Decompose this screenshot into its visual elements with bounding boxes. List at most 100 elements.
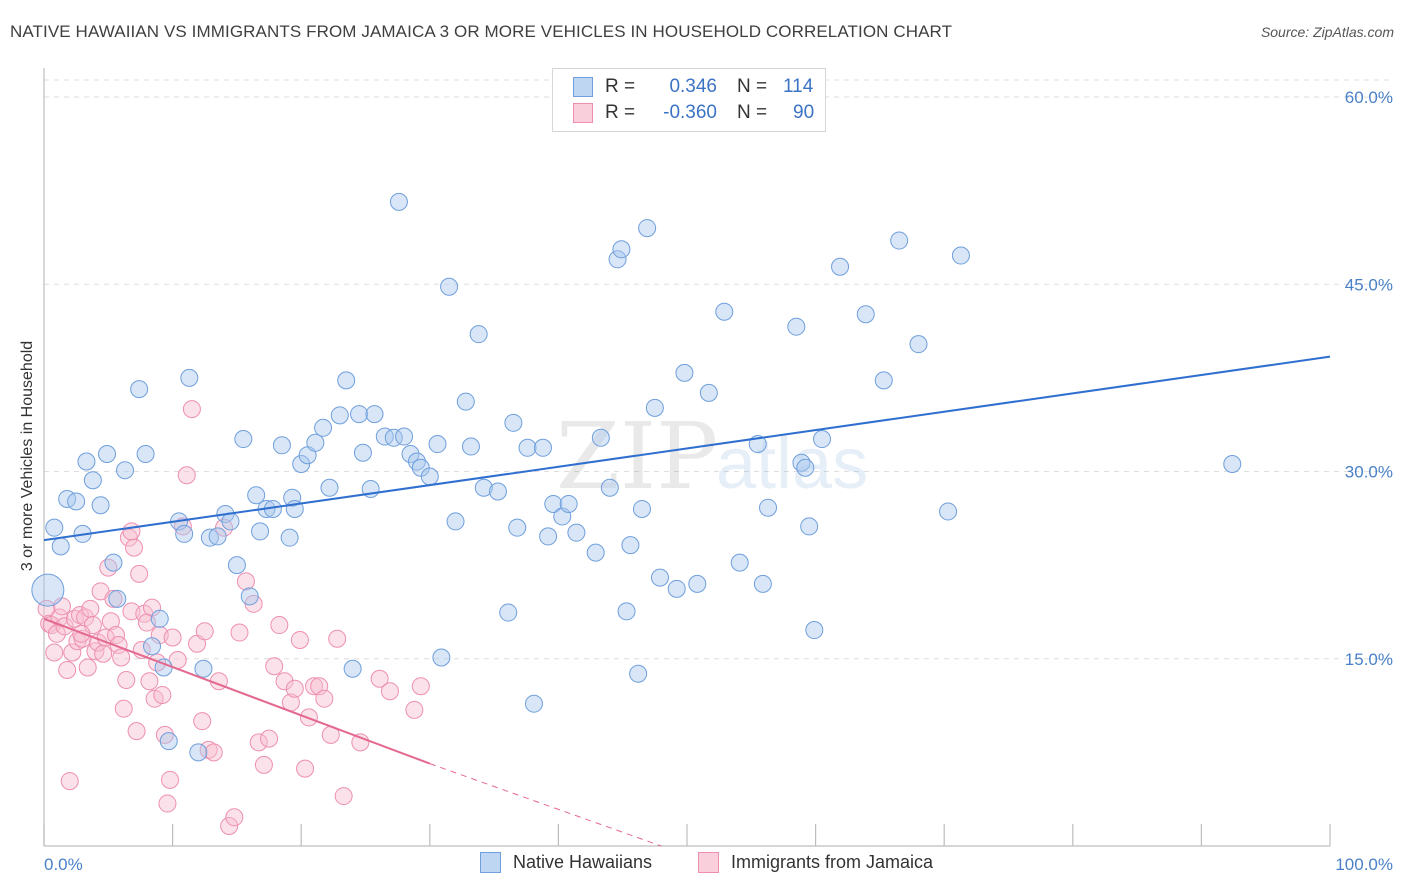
data-point-native-hawaiian <box>283 488 302 507</box>
data-point-jamaica <box>71 606 90 625</box>
data-point-native-hawaiian <box>617 602 636 621</box>
data-point-native-hawaiian <box>600 478 619 497</box>
data-point-native-hawaiian <box>428 435 447 454</box>
data-point-jamaica <box>328 629 347 648</box>
data-point-jamaica <box>60 772 79 791</box>
data-point-native-hawaiian <box>621 536 640 555</box>
swatch-blue <box>573 77 593 97</box>
legend-swatch-pink <box>698 852 719 873</box>
data-point-native-hawaiian <box>353 443 372 462</box>
axes <box>43 68 1331 847</box>
data-point-native-hawaiian <box>688 574 707 593</box>
trend-line-native-hawaiians <box>43 355 1331 542</box>
data-point-jamaica <box>254 755 273 774</box>
data-point-native-hawaiian <box>612 240 631 259</box>
data-point-native-hawaiian <box>306 433 325 452</box>
data-point-jamaica <box>81 599 100 618</box>
data-point-jamaica <box>140 672 159 691</box>
data-point-native-hawaiian <box>909 335 928 354</box>
data-point-jamaica <box>204 743 223 762</box>
data-point-native-hawaiian <box>856 305 875 324</box>
data-point-native-hawaiian <box>586 543 605 562</box>
r-label: R = <box>605 102 636 123</box>
data-point-native-hawaiian <box>805 621 824 640</box>
data-point-native-hawaiian <box>939 502 958 521</box>
data-point-native-hawaiian <box>280 528 299 547</box>
data-point-native-hawaiian <box>440 277 459 296</box>
data-point-native-hawaiian <box>675 363 694 382</box>
data-point-native-hawaiian <box>91 496 110 515</box>
data-point-native-hawaiian <box>180 368 199 387</box>
data-point-native-hawaiian <box>951 246 970 265</box>
data-point-native-hawaiian <box>567 523 586 542</box>
data-point-jamaica <box>63 643 82 662</box>
data-point-native-hawaiian <box>240 587 259 606</box>
data-point-jamaica <box>230 623 249 642</box>
stats-row-immigrants-from-jamaica: R = -0.360 N = 90 <box>573 100 814 126</box>
chart-title: NATIVE HAWAIIAN VS IMMIGRANTS FROM JAMAI… <box>10 22 953 41</box>
data-point-native-hawaiian <box>77 452 96 471</box>
data-point-jamaica <box>380 682 399 701</box>
data-point-jamaica <box>195 622 214 641</box>
data-point-native-hawaiian <box>559 494 578 513</box>
n-value: 90 <box>793 102 815 123</box>
data-point-native-hawaiian <box>83 471 102 490</box>
data-point-native-hawaiian <box>194 659 213 678</box>
data-point-jamaica <box>127 722 146 741</box>
data-point-jamaica <box>58 660 77 679</box>
r-value: -0.360 <box>663 102 717 123</box>
data-point-jamaica <box>296 759 315 778</box>
data-point-native-hawaiian <box>150 609 169 628</box>
data-point-native-hawaiian <box>337 371 356 390</box>
data-point-native-hawaiian <box>189 743 208 762</box>
legend-item-native-hawaiians[interactable]: Native Hawaiians <box>480 852 652 873</box>
data-point-jamaica <box>334 787 353 806</box>
data-point-native-hawaiian <box>650 568 669 587</box>
data-point-native-hawaiian <box>389 192 408 211</box>
data-point-native-hawaiian <box>699 383 718 402</box>
data-point-jamaica <box>177 466 196 485</box>
data-point-jamaica <box>153 685 172 704</box>
data-point-native-hawaiian <box>813 430 832 449</box>
data-point-jamaica <box>260 729 279 748</box>
legend-item-immigrants-from-jamaica[interactable]: Immigrants from Jamaica <box>698 852 933 873</box>
data-point-native-hawaiian <box>730 553 749 572</box>
data-point-jamaica <box>411 677 430 696</box>
data-point-native-hawaiian <box>159 732 178 751</box>
data-point-native-hawaiian <box>533 438 552 457</box>
x-tick-label: 100.0% <box>1335 855 1393 874</box>
data-point-native-hawaiian <box>753 574 772 593</box>
y-tick-label: 45.0% <box>1345 275 1393 294</box>
data-point-jamaica <box>249 733 268 752</box>
data-point-native-hawaiian <box>350 405 369 424</box>
data-point-native-hawaiian <box>45 518 64 537</box>
data-point-jamaica <box>114 699 133 718</box>
data-point-native-hawaiian <box>591 428 610 447</box>
data-point-jamaica <box>405 700 424 719</box>
data-point-jamaica <box>305 677 324 696</box>
data-point-native-hawaiian <box>251 522 270 541</box>
data-point-native-hawaiian <box>320 478 339 497</box>
data-point-jamaica <box>163 628 182 647</box>
stats-box: R = 0.346 N = 114 R = -0.360 N = 90 <box>552 68 826 132</box>
data-point-jamaica <box>158 794 177 813</box>
data-point-jamaica <box>315 689 334 708</box>
data-point-native-hawaiian <box>499 603 518 622</box>
y-tick-label: 30.0% <box>1345 463 1393 482</box>
trend-line-jamaica <box>43 617 431 765</box>
data-point-native-hawaiian <box>234 430 253 449</box>
data-point-native-hawaiian <box>227 556 246 575</box>
data-point-jamaica <box>270 616 289 635</box>
data-point-native-hawaiian <box>420 467 439 486</box>
data-point-jamaica <box>290 631 309 650</box>
data-point-native-hawaiian <box>330 406 349 425</box>
data-point-native-hawaiian <box>796 458 815 477</box>
data-point-jamaica <box>225 808 244 827</box>
data-point-native-hawaiian <box>104 553 123 572</box>
data-point-jamaica <box>112 648 131 667</box>
data-point-native-hawaiian <box>51 537 70 556</box>
data-point-native-hawaiian <box>544 494 563 513</box>
data-point-native-hawaiian <box>365 405 384 424</box>
data-point-jamaica <box>193 712 212 731</box>
